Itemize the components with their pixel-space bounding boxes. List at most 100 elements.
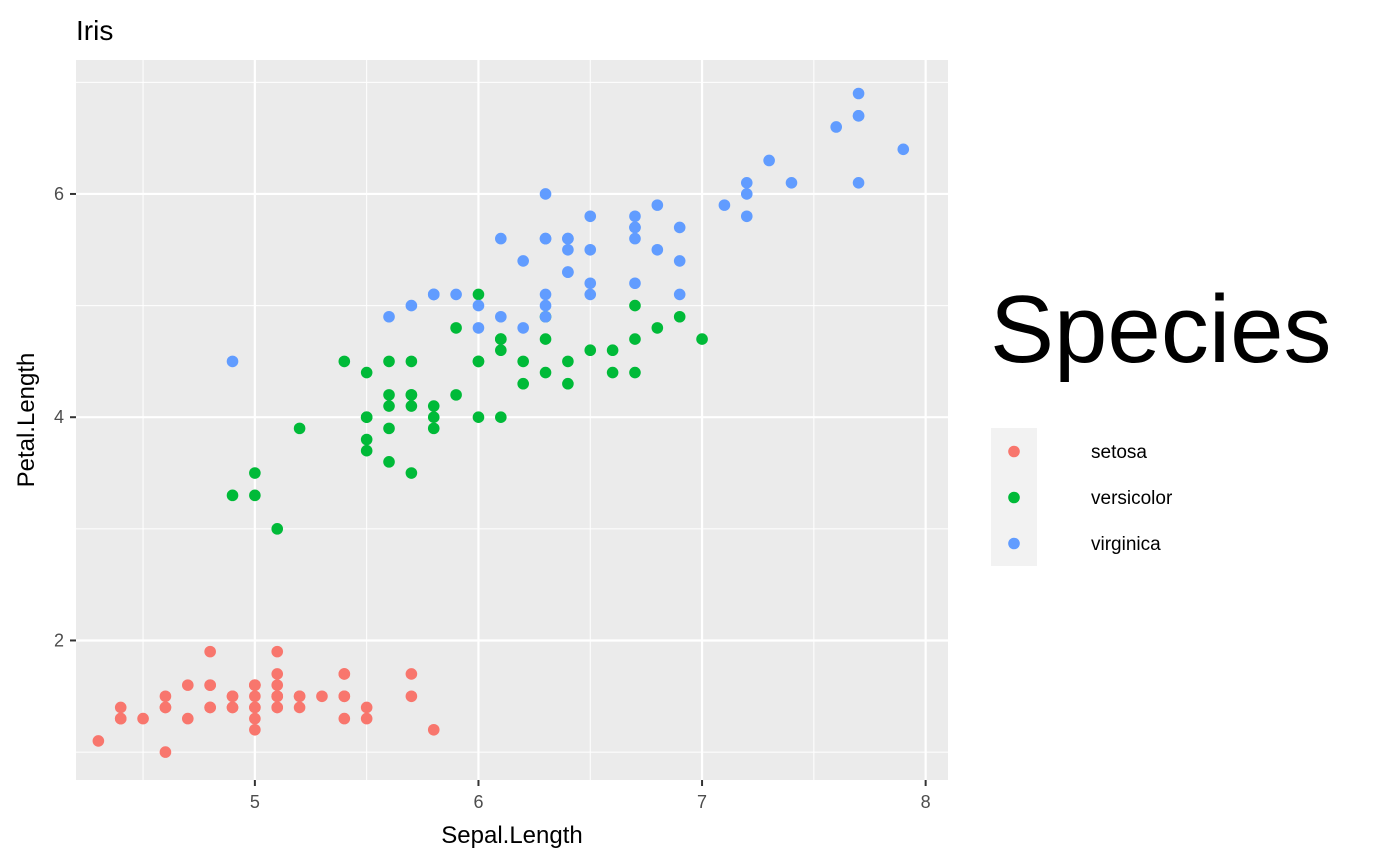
point-setosa — [159, 690, 172, 703]
point-virginica — [785, 176, 798, 189]
point-virginica — [629, 277, 641, 290]
point-versicolor — [472, 355, 485, 368]
point-virginica — [763, 154, 775, 167]
point-versicolor — [405, 389, 418, 401]
x-tick-label: 7 — [697, 792, 707, 812]
legend-title: Species — [990, 276, 1332, 383]
x-axis-title: Sepal.Length — [441, 822, 582, 849]
point-setosa — [114, 701, 127, 714]
point-setosa — [316, 690, 328, 703]
point-versicolor — [629, 299, 641, 312]
point-virginica — [584, 277, 597, 290]
point-virginica — [539, 310, 552, 323]
point-virginica — [852, 87, 865, 100]
point-versicolor — [360, 366, 373, 379]
y-tick-label: 4 — [54, 407, 64, 427]
point-virginica — [740, 188, 753, 200]
y-tick-label: 2 — [54, 630, 64, 650]
point-setosa — [338, 668, 351, 680]
point-virginica — [472, 322, 485, 334]
point-virginica — [539, 188, 552, 200]
point-virginica — [718, 199, 731, 211]
point-virginica — [673, 221, 686, 234]
point-setosa — [249, 679, 261, 691]
point-virginica — [830, 121, 843, 133]
point-virginica — [383, 310, 395, 323]
point-virginica — [673, 255, 686, 267]
point-versicolor — [405, 467, 418, 479]
point-versicolor — [673, 310, 686, 323]
point-setosa — [405, 690, 418, 703]
point-versicolor — [293, 422, 306, 435]
point-versicolor — [427, 411, 440, 424]
point-virginica — [852, 110, 865, 122]
point-virginica — [495, 310, 507, 323]
point-setosa — [159, 746, 172, 758]
point-versicolor — [539, 333, 552, 345]
point-setosa — [271, 690, 284, 703]
point-virginica — [651, 199, 664, 211]
x-tick-label: 5 — [250, 792, 260, 812]
point-setosa — [293, 690, 306, 703]
point-virginica — [562, 266, 574, 278]
point-virginica — [852, 176, 865, 189]
point-versicolor — [651, 322, 664, 334]
point-versicolor — [606, 366, 619, 379]
legend-label-versicolor: versicolor — [1091, 488, 1173, 509]
point-setosa — [114, 712, 127, 725]
point-versicolor — [383, 389, 395, 401]
point-setosa — [427, 723, 440, 736]
point-setosa — [249, 712, 261, 725]
point-setosa — [159, 701, 172, 714]
point-versicolor — [405, 355, 418, 368]
legend-swatch-setosa — [1008, 445, 1020, 458]
point-virginica — [562, 232, 574, 245]
point-versicolor — [360, 444, 373, 457]
x-axis: 5 6 7 8 — [250, 780, 931, 812]
point-virginica — [427, 288, 440, 301]
point-versicolor — [629, 333, 641, 345]
point-versicolor — [517, 377, 529, 390]
point-setosa — [92, 735, 105, 747]
point-versicolor — [495, 344, 507, 357]
point-setosa — [271, 679, 284, 691]
point-setosa — [204, 701, 216, 714]
point-versicolor — [495, 333, 507, 345]
point-virginica — [450, 288, 462, 301]
y-axis: 2 4 6 — [54, 184, 76, 650]
point-setosa — [271, 645, 284, 658]
point-virginica — [740, 210, 753, 223]
point-setosa — [181, 679, 194, 691]
point-versicolor — [450, 389, 462, 401]
point-setosa — [226, 690, 239, 703]
point-versicolor — [606, 344, 619, 357]
point-versicolor — [360, 411, 373, 424]
y-axis-title: Petal.Length — [13, 353, 40, 488]
point-versicolor — [271, 523, 284, 535]
point-virginica — [651, 243, 664, 256]
point-versicolor — [472, 411, 485, 424]
chart-title: Iris — [76, 15, 113, 46]
point-versicolor — [249, 467, 261, 479]
point-versicolor — [383, 355, 395, 368]
point-versicolor — [584, 344, 597, 357]
point-setosa — [360, 701, 373, 714]
point-versicolor — [629, 366, 641, 379]
minor-gridlines — [76, 60, 948, 780]
point-versicolor — [696, 333, 708, 345]
point-setosa — [137, 712, 149, 725]
point-virginica — [495, 232, 507, 245]
point-setosa — [271, 668, 284, 680]
point-setosa — [405, 668, 418, 680]
point-versicolor — [562, 377, 574, 390]
x-tick-label: 6 — [473, 792, 483, 812]
point-setosa — [249, 723, 261, 736]
point-virginica — [629, 221, 641, 234]
data-points — [92, 87, 910, 758]
point-virginica — [584, 288, 597, 301]
point-virginica — [539, 232, 552, 245]
point-versicolor — [383, 422, 395, 435]
x-tick-label: 8 — [921, 792, 931, 812]
point-versicolor — [383, 400, 395, 412]
